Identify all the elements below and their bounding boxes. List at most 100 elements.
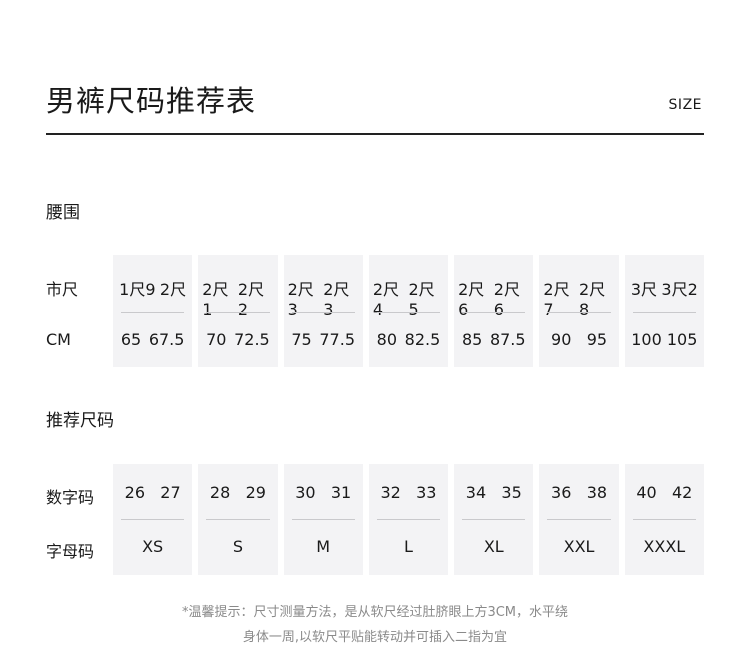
- number-size: 40: [636, 483, 657, 502]
- table-cell: 100 105: [625, 330, 704, 349]
- cm-value: 87.5: [489, 330, 526, 349]
- table-cell: 90 95: [539, 330, 618, 349]
- table-cell: XL: [454, 537, 533, 556]
- waist-column: 3尺 3尺2 100 105: [624, 255, 704, 367]
- shichi-value: 2尺5: [408, 280, 435, 319]
- cell-divider: [376, 312, 441, 313]
- shichi-value: 1尺9: [119, 280, 156, 299]
- letter-size: S: [232, 537, 243, 556]
- table-cell: XS: [113, 537, 192, 556]
- waist-column: 2尺1 2尺2 70 72.5: [198, 255, 278, 367]
- cm-value: 90: [551, 330, 572, 349]
- shichi-value: 2尺2: [237, 280, 265, 319]
- recommend-column: 40 42 XXXL: [624, 464, 704, 575]
- shichi-value: 2尺4: [372, 280, 400, 319]
- cell-divider: [206, 519, 270, 520]
- row-label-cm: CM: [46, 330, 71, 349]
- number-size: 34: [465, 483, 487, 502]
- table-cell: 28 29: [198, 483, 277, 502]
- cm-value: 75: [291, 330, 312, 349]
- cell-divider: [632, 312, 696, 313]
- recommend-column: 34 35 XL: [454, 464, 534, 575]
- cm-value: 80: [376, 330, 398, 349]
- table-cell: 36 38: [539, 483, 618, 502]
- waist-table: 1尺9 2尺 65 67.5 2尺1 2尺2 70 72.5 2尺3 2尺3 75 77.5 2尺4 2尺…: [113, 255, 704, 367]
- table-cell: M: [284, 537, 363, 556]
- table-cell: 1尺9 2尺: [113, 276, 192, 300]
- number-size: 30: [295, 483, 316, 502]
- recommend-column: 28 29 S: [198, 464, 278, 575]
- number-size: 32: [380, 483, 401, 502]
- waist-column: 2尺6 2尺6 85 87.5: [454, 255, 534, 367]
- measurement-note: *温馨提示：尺寸测量方法，是从软尺经过肚脐眼上方3CM，水平绕 身体一周,以软尺…: [0, 600, 750, 645]
- number-size: 36: [551, 483, 572, 502]
- table-cell: 80 82.5: [369, 330, 448, 349]
- recommend-column: 26 27 XS: [113, 464, 193, 575]
- waist-section-title: 腰围: [46, 203, 80, 223]
- cell-divider: [206, 312, 270, 313]
- number-size: 27: [160, 483, 181, 502]
- cm-value: 95: [586, 330, 608, 349]
- cell-divider: [376, 519, 441, 520]
- cell-divider: [121, 312, 185, 313]
- shichi-value: 2尺: [159, 280, 187, 299]
- cell-divider: [547, 312, 611, 313]
- waist-column: 2尺7 2尺8 90 95: [539, 255, 619, 367]
- letter-size: XXXL: [643, 537, 686, 556]
- number-size: 26: [124, 483, 145, 502]
- number-size: 33: [416, 483, 437, 502]
- table-cell: 32 33: [369, 483, 448, 502]
- table-cell: XXL: [539, 537, 618, 556]
- table-cell: 30 31: [284, 483, 363, 502]
- shichi-value: 2尺3: [323, 280, 350, 319]
- cell-divider: [291, 312, 355, 313]
- cm-value: 70: [206, 330, 227, 349]
- row-label-number-size: 数字码: [46, 488, 95, 507]
- shichi-value: 3尺: [630, 280, 658, 299]
- table-cell: XXXL: [625, 537, 704, 556]
- number-size: 29: [245, 483, 266, 502]
- letter-size: M: [316, 537, 331, 556]
- waist-column: 2尺4 2尺5 80 82.5: [368, 255, 449, 367]
- table-cell: 2尺3 2尺3: [284, 276, 363, 319]
- size-label: SIZE: [668, 97, 702, 113]
- recommend-column: 36 38 XXL: [539, 464, 619, 575]
- waist-column: 1尺9 2尺 65 67.5: [113, 255, 193, 367]
- shichi-value: 3尺2: [661, 280, 698, 299]
- shichi-value: 2尺6: [493, 280, 520, 319]
- table-cell: 3尺 3尺2: [625, 276, 704, 300]
- shichi-value: 2尺8: [579, 280, 606, 319]
- table-cell: 85 87.5: [454, 330, 533, 349]
- recommend-section-title: 推荐尺码: [46, 411, 114, 431]
- number-size: 38: [586, 483, 608, 502]
- cell-divider: [291, 519, 355, 520]
- cm-value: 67.5: [148, 330, 185, 349]
- letter-size: XS: [142, 537, 164, 556]
- cell-divider: [632, 519, 696, 520]
- cm-value: 85: [461, 330, 483, 349]
- waist-column: 2尺3 2尺3 75 77.5: [283, 255, 363, 367]
- header-divider: [46, 133, 704, 135]
- table-cell: 2尺4 2尺5: [369, 276, 448, 319]
- cm-value: 72.5: [234, 330, 270, 349]
- cm-value: 82.5: [404, 330, 441, 349]
- table-cell: 70 72.5: [198, 330, 277, 349]
- table-cell: 34 35: [454, 483, 533, 502]
- table-cell: 65 67.5: [113, 330, 192, 349]
- cell-divider: [462, 312, 526, 313]
- letter-size: XL: [483, 537, 504, 556]
- cell-divider: [547, 519, 611, 520]
- recommend-table: 26 27 XS 28 29 S 30 31 M 32 33 L 34 35 XL 36 38 XXL 40 42 XX…: [113, 464, 704, 575]
- table-cell: 2尺7 2尺8: [539, 276, 618, 319]
- row-label-letter-size: 字母码: [46, 542, 95, 561]
- table-cell: 26 27: [113, 483, 192, 502]
- shichi-value: 2尺1: [202, 280, 229, 319]
- note-line-1: *温馨提示：尺寸测量方法，是从软尺经过肚脐眼上方3CM，水平绕: [181, 605, 569, 620]
- cm-value: 100: [631, 330, 662, 349]
- table-cell: 40 42: [625, 483, 704, 502]
- cm-value: 65: [120, 330, 142, 349]
- cm-value: 105: [666, 330, 698, 349]
- cell-divider: [121, 519, 185, 520]
- cell-divider: [462, 519, 526, 520]
